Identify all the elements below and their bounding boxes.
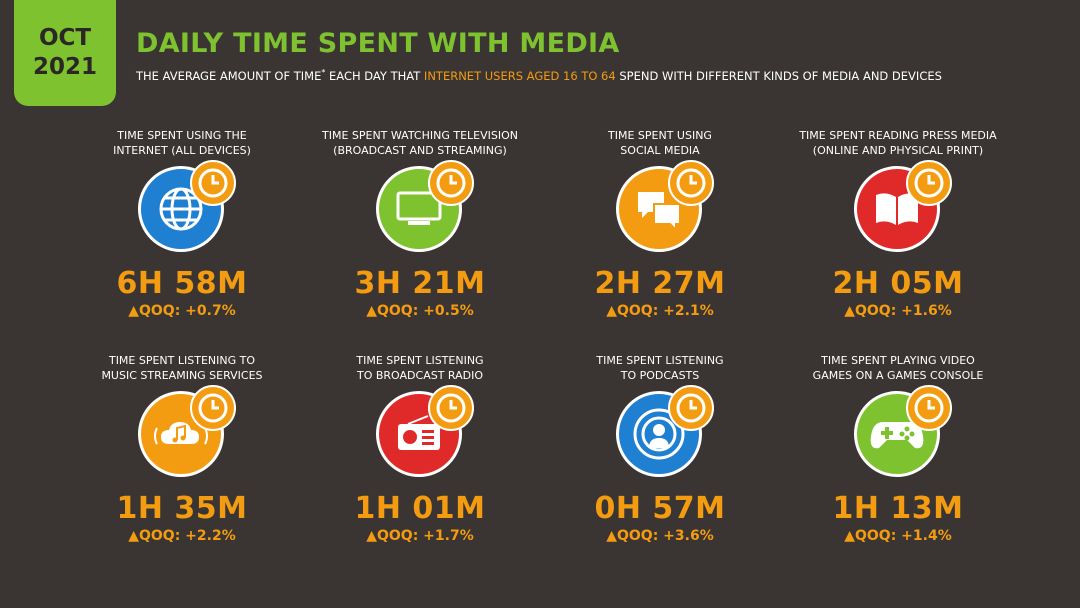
card-label: TIME SPENT WATCHING TELEVISION (BROADCAS… <box>321 129 518 157</box>
card-music-streaming: TIME SPENT LISTENING TO MUSIC STREAMING … <box>82 353 282 544</box>
card-label: TIME SPENT USING THE INTERNET (ALL DEVIC… <box>113 129 251 157</box>
subtitle-text-pre: THE AVERAGE AMOUNT OF TIME <box>136 68 322 83</box>
clock-icon <box>428 385 474 431</box>
clock-icon <box>906 385 952 431</box>
clock-icon <box>906 160 952 206</box>
card-qoq: ▲QOQ: +2.1% <box>606 303 714 319</box>
page-title: DAILY TIME SPENT WITH MEDIA <box>136 28 620 59</box>
card-label: TIME SPENT USING SOCIAL MEDIA <box>608 129 712 157</box>
card-label: TIME SPENT LISTENING TO MUSIC STREAMING … <box>101 354 263 382</box>
card-social-media: TIME SPENT USING SOCIAL MEDIA 2H 27M ▲QO… <box>560 128 760 319</box>
card-qoq: ▲QOQ: +0.7% <box>128 303 236 319</box>
card-broadcast-radio: TIME SPENT LISTENING TO BROADCAST RADIO … <box>320 353 520 544</box>
badge-year: 2021 <box>32 54 97 80</box>
card-value: 0H 57M <box>594 491 726 526</box>
badge-month: OCT <box>38 25 92 51</box>
card-internet: TIME SPENT USING THE INTERNET (ALL DEVIC… <box>82 128 282 319</box>
card-qoq: ▲QOQ: +3.6% <box>606 528 714 544</box>
card-qoq: ▲QOQ: +1.6% <box>844 303 952 319</box>
card-value: 2H 05M <box>832 266 964 301</box>
card-qoq: ▲QOQ: +0.5% <box>366 303 474 319</box>
card-label: TIME SPENT LISTENING TO PODCASTS <box>596 354 724 382</box>
card-qoq: ▲QOQ: +2.2% <box>128 528 236 544</box>
clock-icon <box>668 160 714 206</box>
clock-icon <box>190 385 236 431</box>
card-value: 6H 58M <box>116 266 248 301</box>
subtitle-text-mid: EACH DAY THAT <box>325 68 424 83</box>
card-podcasts: TIME SPENT LISTENING TO PODCASTS 0H 57M … <box>560 353 760 544</box>
card-video-games: TIME SPENT PLAYING VIDEO GAMES ON A GAME… <box>798 353 998 544</box>
card-value: 1H 13M <box>832 491 964 526</box>
card-value: 2H 27M <box>594 266 726 301</box>
page-subtitle: THE AVERAGE AMOUNT OF TIME* EACH DAY THA… <box>136 68 942 83</box>
subtitle-text-post: SPEND WITH DIFFERENT KINDS OF MEDIA AND … <box>615 68 942 83</box>
card-value: 3H 21M <box>354 266 486 301</box>
card-press-media: TIME SPENT READING PRESS MEDIA (ONLINE A… <box>798 128 998 319</box>
card-qoq: ▲QOQ: +1.7% <box>366 528 474 544</box>
card-value: 1H 35M <box>116 491 248 526</box>
subtitle-highlight: INTERNET USERS AGED 16 TO 64 <box>423 68 616 83</box>
card-qoq: ▲QOQ: +1.4% <box>844 528 952 544</box>
clock-icon <box>190 160 236 206</box>
clock-icon <box>668 385 714 431</box>
card-label: TIME SPENT LISTENING TO BROADCAST RADIO <box>356 354 484 382</box>
card-label: TIME SPENT READING PRESS MEDIA (ONLINE A… <box>799 129 997 157</box>
subtitle-asterisk: * <box>321 68 326 77</box>
card-label: TIME SPENT PLAYING VIDEO GAMES ON A GAME… <box>812 354 984 382</box>
card-television: TIME SPENT WATCHING TELEVISION (BROADCAS… <box>320 128 520 319</box>
date-badge: OCT 2021 <box>14 0 116 106</box>
clock-icon <box>428 160 474 206</box>
card-value: 1H 01M <box>354 491 486 526</box>
